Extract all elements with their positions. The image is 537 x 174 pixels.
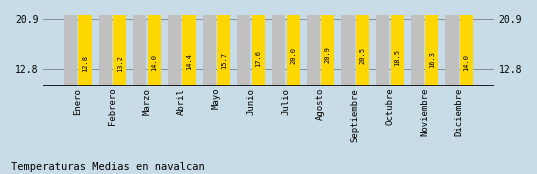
Bar [321,0,335,86]
Bar [202,0,216,86]
Bar [287,0,300,86]
Bar [78,7,92,86]
Text: 12.8: 12.8 [82,55,88,72]
Bar [168,1,181,86]
Bar [183,0,195,86]
Bar [342,0,354,86]
Bar [390,0,404,86]
Text: 15.7: 15.7 [221,52,227,69]
Text: 20.0: 20.0 [290,47,296,64]
Text: 13.2: 13.2 [117,55,122,72]
Text: 16.3: 16.3 [429,51,435,68]
Bar [445,3,459,86]
Text: 14.4: 14.4 [186,53,192,70]
Text: 18.5: 18.5 [394,49,400,66]
Bar [252,0,265,86]
Bar [64,10,77,86]
Bar [307,0,320,86]
Text: Temperaturas Medias en navalcan: Temperaturas Medias en navalcan [11,162,205,172]
Text: 20.9: 20.9 [325,46,331,63]
Bar [237,0,250,86]
Bar [113,5,126,86]
Bar [217,0,230,86]
Bar [133,3,147,86]
Bar [98,8,112,86]
Text: 14.0: 14.0 [463,54,469,71]
Bar [356,0,369,86]
Text: 20.5: 20.5 [359,47,366,64]
Text: 14.0: 14.0 [151,54,157,71]
Bar [272,0,285,86]
Text: 17.6: 17.6 [256,50,262,67]
Bar [148,0,161,86]
Bar [425,0,439,86]
Bar [460,0,473,86]
Bar [411,0,424,86]
Bar [376,0,389,86]
